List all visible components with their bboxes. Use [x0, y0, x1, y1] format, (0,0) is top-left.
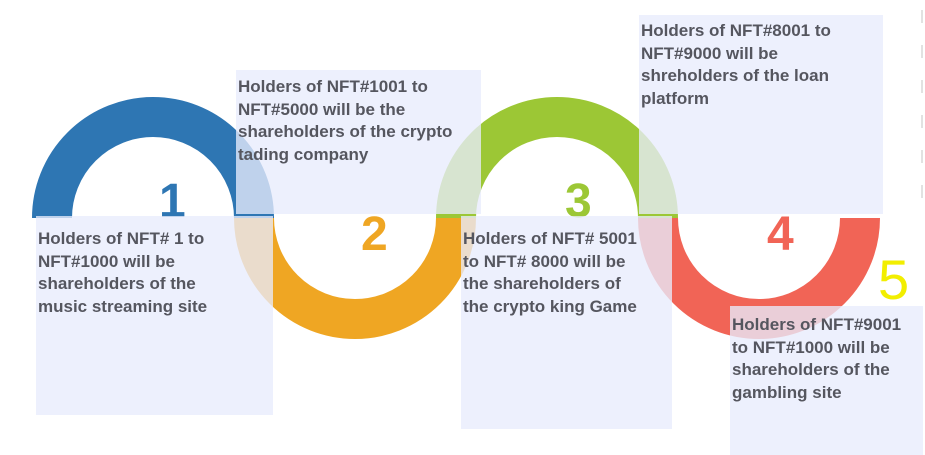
arc-step-3 [436, 97, 678, 219]
step-box-5: Holders of NFT#9001 to NFT#1000 will be … [730, 306, 923, 455]
step-box-1: Holders of NFT# 1 to NFT#1000 will be sh… [36, 216, 273, 415]
arc-step-2 [234, 217, 476, 339]
edge-marker [921, 115, 923, 128]
arc-step-1 [32, 97, 274, 219]
edge-marker [921, 45, 923, 58]
edge-marker [921, 150, 923, 163]
arc-step-4 [638, 217, 880, 339]
step-number-2: 2 [361, 208, 388, 261]
step-box-3: Holders of NFT# 5001 to NFT# 8000 will b… [461, 216, 672, 429]
step-number-4: 4 [767, 208, 794, 261]
step-box-2: Holders of NFT#1001 to NFT#5000 will be … [236, 70, 481, 214]
step-text-2: Holders of NFT#1001 to NFT#5000 will be … [238, 77, 453, 164]
edge-marker [921, 10, 923, 23]
step-text-3: Holders of NFT# 5001 to NFT# 8000 will b… [463, 229, 637, 316]
step-number-5: 5 [878, 248, 910, 311]
step-text-1: Holders of NFT# 1 to NFT#1000 will be sh… [38, 229, 208, 316]
edge-marker [921, 80, 923, 93]
step-text-5: Holders of NFT#9001 to NFT#1000 will be … [732, 315, 902, 402]
step-text-4: Holders of NFT#8001 to NFT#9000 will be … [641, 21, 831, 108]
edge-marker [921, 185, 923, 198]
step-box-4: Holders of NFT#8001 to NFT#9000 will be … [639, 15, 883, 214]
